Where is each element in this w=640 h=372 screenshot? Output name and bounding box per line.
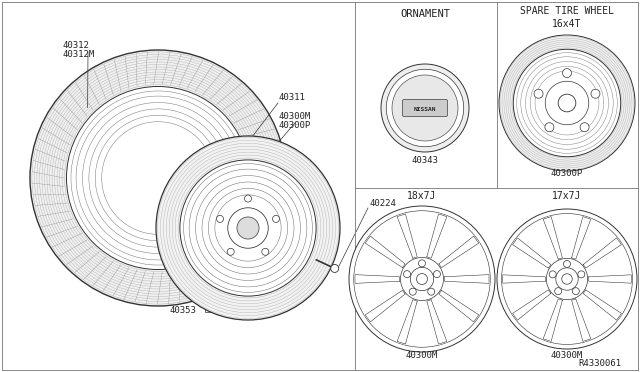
Circle shape	[562, 274, 572, 284]
Polygon shape	[355, 275, 399, 283]
Circle shape	[387, 69, 464, 147]
Circle shape	[331, 264, 339, 272]
Circle shape	[563, 260, 570, 267]
Polygon shape	[439, 291, 479, 322]
Circle shape	[428, 288, 435, 295]
Text: 40300P: 40300P	[279, 121, 311, 130]
Polygon shape	[439, 236, 479, 267]
Circle shape	[572, 288, 579, 295]
Circle shape	[381, 64, 469, 152]
Circle shape	[545, 123, 554, 132]
FancyBboxPatch shape	[403, 99, 447, 116]
Circle shape	[244, 195, 252, 202]
Circle shape	[227, 248, 234, 255]
Text: R4330061: R4330061	[578, 359, 621, 368]
Polygon shape	[503, 275, 545, 283]
Polygon shape	[445, 275, 489, 283]
Circle shape	[392, 75, 458, 141]
Circle shape	[30, 50, 286, 306]
Circle shape	[558, 94, 576, 112]
Circle shape	[262, 248, 269, 255]
Circle shape	[591, 89, 600, 98]
Circle shape	[67, 86, 250, 270]
Polygon shape	[583, 238, 621, 268]
Polygon shape	[365, 291, 405, 322]
Circle shape	[563, 68, 572, 78]
Circle shape	[549, 271, 556, 278]
Text: 40300M: 40300M	[279, 112, 311, 121]
Circle shape	[513, 49, 621, 157]
Text: 16x4T: 16x4T	[552, 19, 582, 29]
Polygon shape	[572, 299, 591, 341]
Circle shape	[417, 273, 428, 285]
Circle shape	[497, 209, 637, 349]
Polygon shape	[589, 275, 631, 283]
Polygon shape	[397, 214, 417, 258]
Circle shape	[237, 217, 259, 239]
Polygon shape	[513, 290, 551, 320]
Bar	[205, 303, 229, 312]
Circle shape	[534, 89, 543, 98]
Circle shape	[499, 35, 635, 171]
Text: NISSAN: NISSAN	[413, 106, 436, 112]
Polygon shape	[572, 217, 591, 259]
Polygon shape	[397, 300, 417, 344]
Polygon shape	[513, 238, 551, 268]
Circle shape	[578, 271, 585, 278]
Circle shape	[216, 215, 223, 222]
Circle shape	[580, 123, 589, 132]
Text: ORNAMENT: ORNAMENT	[400, 9, 450, 19]
Text: 40311: 40311	[279, 93, 306, 102]
Circle shape	[409, 288, 416, 295]
Circle shape	[404, 271, 411, 278]
Circle shape	[433, 271, 440, 278]
Text: 40300P: 40300P	[551, 169, 583, 178]
Circle shape	[419, 260, 426, 267]
Circle shape	[180, 160, 316, 296]
Text: 40300M: 40300M	[406, 351, 438, 360]
Circle shape	[349, 206, 495, 352]
Polygon shape	[427, 300, 447, 344]
Text: 40353: 40353	[170, 306, 197, 315]
Circle shape	[273, 215, 280, 222]
Text: 18x7J: 18x7J	[407, 191, 436, 201]
Circle shape	[156, 136, 340, 320]
Circle shape	[555, 288, 562, 295]
Polygon shape	[365, 236, 405, 267]
Text: 17x7J: 17x7J	[552, 191, 582, 201]
Text: 40224: 40224	[370, 199, 397, 208]
Text: 40312M: 40312M	[62, 50, 94, 59]
Text: SPARE TIRE WHEEL: SPARE TIRE WHEEL	[520, 6, 614, 16]
Polygon shape	[427, 214, 447, 258]
Polygon shape	[543, 217, 563, 259]
Polygon shape	[543, 299, 563, 341]
Polygon shape	[583, 290, 621, 320]
Text: 40343: 40343	[412, 156, 438, 165]
Text: 40300M: 40300M	[551, 351, 583, 360]
Text: 40312: 40312	[62, 41, 89, 50]
